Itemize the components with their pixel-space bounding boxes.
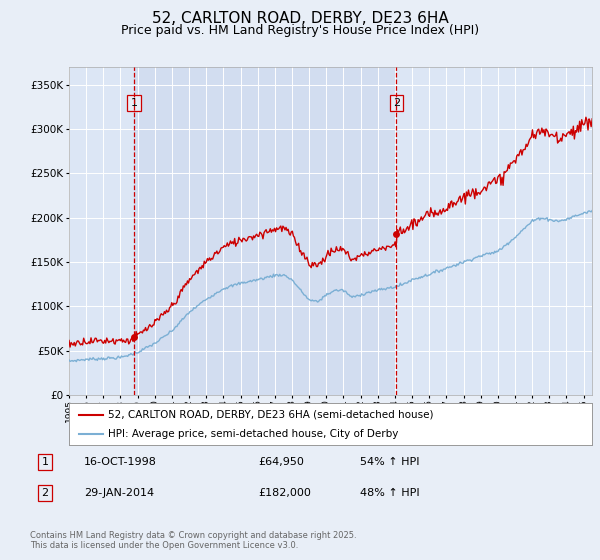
Bar [134,67,397,395]
Text: HPI: Average price, semi-detached house, City of Derby: HPI: Average price, semi-detached house,… [108,429,398,439]
Text: Price paid vs. HM Land Registry's House Price Index (HPI): Price paid vs. HM Land Registry's House … [121,24,479,36]
Text: 52, CARLTON ROAD, DERBY, DE23 6HA: 52, CARLTON ROAD, DERBY, DE23 6HA [152,11,448,26]
Text: 52, CARLTON ROAD, DERBY, DE23 6HA (semi-detached house): 52, CARLTON ROAD, DERBY, DE23 6HA (semi-… [108,409,434,419]
Text: 2: 2 [41,488,49,498]
Text: 16-OCT-1998: 16-OCT-1998 [84,457,157,467]
Text: 1: 1 [131,98,137,108]
Text: £182,000: £182,000 [258,488,311,498]
Text: £64,950: £64,950 [258,457,304,467]
Text: 2: 2 [393,98,400,108]
Text: 48% ↑ HPI: 48% ↑ HPI [360,488,419,498]
Text: Contains HM Land Registry data © Crown copyright and database right 2025.
This d: Contains HM Land Registry data © Crown c… [30,531,356,550]
Text: 1: 1 [41,457,49,467]
Text: 29-JAN-2014: 29-JAN-2014 [84,488,154,498]
Text: 54% ↑ HPI: 54% ↑ HPI [360,457,419,467]
